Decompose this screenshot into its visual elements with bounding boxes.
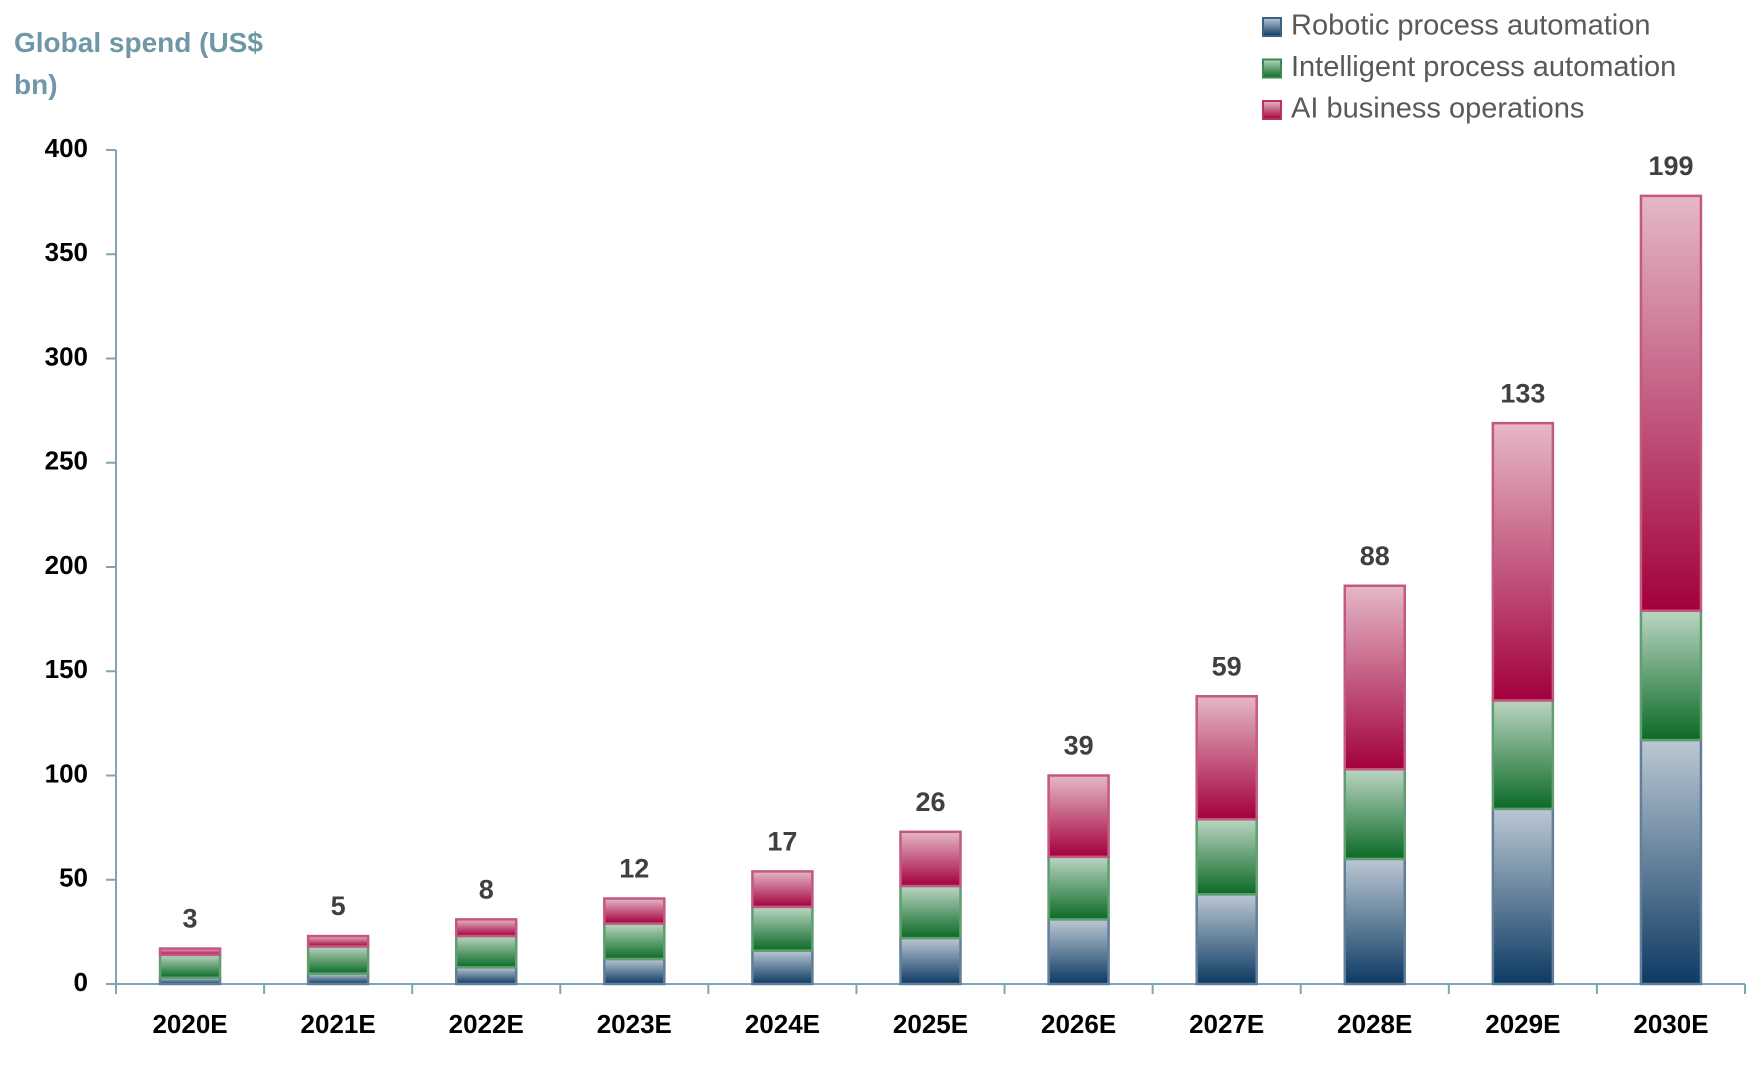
bar-segment — [1047, 855, 1110, 921]
y-tick-label: 50 — [59, 863, 88, 893]
bar-segment — [603, 957, 666, 986]
bar-segment — [1195, 893, 1258, 986]
data-label: 88 — [1360, 541, 1390, 571]
data-label: 17 — [767, 827, 797, 857]
data-label: 3 — [183, 904, 198, 934]
x-tick-label: 2023E — [597, 1009, 672, 1039]
legend-swatch — [1262, 58, 1282, 79]
bar-segment — [899, 884, 962, 940]
bar-segment — [1491, 699, 1555, 811]
legend-swatch — [1262, 100, 1282, 120]
y-tick-label: 400 — [45, 133, 88, 163]
bar-segment — [1639, 194, 1703, 613]
bar-segment — [899, 830, 962, 888]
x-tick-label: 2025E — [893, 1009, 968, 1039]
y-tick-label: 350 — [45, 237, 88, 267]
data-label: 59 — [1212, 651, 1242, 681]
bar-segment — [1343, 857, 1407, 986]
bar-segment — [751, 949, 814, 986]
x-tick-label: 2022E — [449, 1009, 524, 1039]
bar-segment — [1491, 421, 1555, 702]
bar-segment — [454, 918, 518, 938]
y-tick-label: 300 — [45, 341, 88, 371]
x-tick-label: 2024E — [745, 1009, 820, 1039]
legend-label: Robotic process automation — [1291, 10, 1650, 42]
bar-segment — [1343, 584, 1407, 771]
data-label: 8 — [479, 874, 494, 904]
bar-segment — [1195, 818, 1258, 896]
x-tick-label: 2026E — [1041, 1009, 1116, 1039]
data-label: 39 — [1064, 731, 1094, 761]
data-label: 133 — [1500, 378, 1545, 408]
bar-segment — [751, 905, 814, 952]
x-tick-label: 2030E — [1633, 1009, 1708, 1039]
data-label: 12 — [619, 854, 649, 884]
y-tick-label: 200 — [45, 550, 88, 580]
bar-segment — [751, 870, 814, 909]
x-tick-label: 2028E — [1337, 1009, 1412, 1039]
data-label: 26 — [915, 787, 945, 817]
bar-segment — [1639, 609, 1703, 742]
y-tick-label: 250 — [45, 446, 88, 476]
legend-swatch — [1262, 17, 1282, 37]
x-tick-label: 2021E — [301, 1009, 376, 1039]
legend-label: Intelligent process automation — [1291, 51, 1676, 83]
bar-segment — [1343, 767, 1407, 861]
bar-segment — [1047, 918, 1110, 986]
y-tick-label: 150 — [45, 654, 88, 684]
bar-segment — [454, 966, 518, 986]
bar-segment — [306, 945, 370, 975]
x-tick-label: 2027E — [1189, 1009, 1264, 1039]
bar-segment — [603, 922, 666, 961]
bar-segment — [1491, 807, 1555, 986]
legend-label: AI business operations — [1291, 93, 1584, 125]
bar-segment — [1195, 695, 1258, 821]
x-tick-label: 2020E — [152, 1009, 227, 1039]
bar-segment — [158, 953, 222, 979]
data-label: 5 — [331, 891, 346, 921]
y-tick-label: 0 — [74, 967, 88, 997]
chart-title: Global spend (US$ bn) — [14, 27, 263, 100]
x-tick-label: 2029E — [1485, 1009, 1560, 1039]
y-tick-label: 100 — [45, 758, 88, 788]
bar-segment — [158, 947, 222, 957]
bar-segment — [1047, 774, 1110, 859]
bar-segment — [454, 934, 518, 969]
bar-segment — [899, 936, 962, 986]
data-label: 199 — [1648, 151, 1693, 181]
bar-segment — [1639, 738, 1703, 986]
bar-segment — [603, 897, 666, 925]
bar-segment — [306, 972, 370, 986]
bar-segment — [306, 934, 370, 948]
